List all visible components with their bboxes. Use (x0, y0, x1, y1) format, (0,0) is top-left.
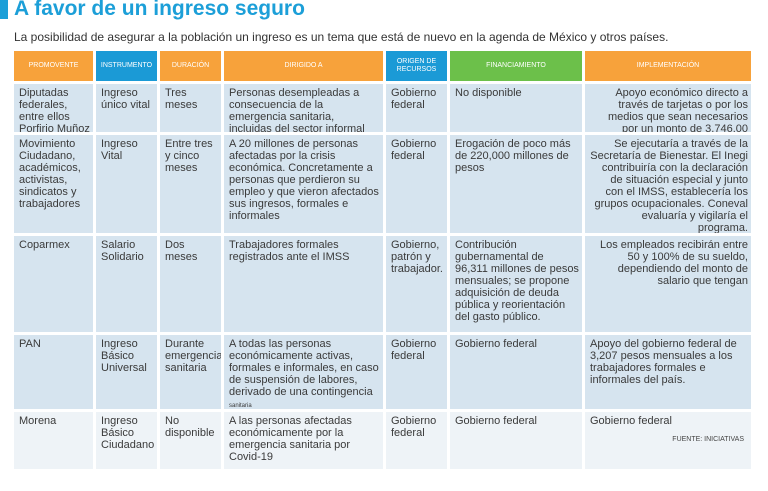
cell-origen: Gobierno federal (386, 84, 447, 132)
cell-promovente: Morena (14, 412, 93, 469)
header-origen: ORIGEN DE RECURSOS (386, 51, 447, 81)
cell-financiamiento: No disponible (450, 84, 582, 132)
cell-instrumento: Ingreso Básico Universal (96, 335, 157, 409)
header-dirigido: DIRIGIDO A (224, 51, 383, 81)
cell-promovente: Coparmex (14, 236, 93, 332)
header-promovente: PROMOVENTE (14, 51, 93, 81)
cell-promovente: Diputadas federales, entre ellos Porfiri… (14, 84, 93, 132)
cell-origen: Gobierno federal (386, 335, 447, 409)
cell-duracion: No disponible (160, 412, 221, 469)
cell-promovente: Movimiento Ciudadano, académicos, activi… (14, 135, 93, 233)
cell-instrumento: Ingreso Básico Ciudadano (96, 412, 157, 469)
header-implementacion: IMPLEMENTACIÓN (585, 51, 751, 81)
cell-instrumento: Ingreso único vital (96, 84, 157, 132)
cell-duracion: Tres meses (160, 84, 221, 132)
cell-implementacion: Se ejecutaría a través de la Secretaría … (585, 135, 751, 233)
cell-dirigido-small: sanitaria (229, 403, 252, 409)
cell-duracion: Durante emergencia sanitaria (160, 335, 221, 409)
cell-financiamiento: Contribución gubernamental de 96,311 mil… (450, 236, 582, 332)
cell-financiamiento: Gobierno federal (450, 412, 582, 469)
cell-dirigido: A 20 millones de personas afectadas por … (224, 135, 383, 233)
cell-dirigido: A las personas afectadas económicamente … (224, 412, 383, 469)
cell-dirigido: Trabajadores formales registrados ante e… (224, 236, 383, 332)
source-note: FUENTE: INICIATIVAS (672, 436, 744, 443)
header-financiamiento: FINANCIAMIENTO (450, 51, 582, 81)
header-duracion: DURACIÓN (160, 51, 221, 81)
cell-duracion: Dos meses (160, 236, 221, 332)
cell-financiamiento: Gobierno federal (450, 335, 582, 409)
cell-dirigido: Personas desempleadas a consecuencia de … (224, 84, 383, 132)
cell-implementacion: Gobierno federal (585, 412, 751, 469)
cell-implementacion: Los empleados recibirán entre 50 y 100% … (585, 236, 751, 332)
cell-origen: Gobierno, patrón y trabajador. (386, 236, 447, 332)
cell-origen: Gobierno federal (386, 412, 447, 469)
cell-dirigido: A todas las personas económicamente acti… (224, 335, 383, 409)
cell-financiamiento: Erogación de poco más de 220,000 millone… (450, 135, 582, 233)
cell-implementacion: Apoyo económico directo a través de tarj… (585, 84, 751, 132)
cell-implementacion: Apoyo del gobierno federal de 3,207 peso… (585, 335, 751, 409)
header-instrumento: INSTRUMENTO (96, 51, 157, 81)
page-title: A favor de un ingreso seguro (14, 0, 305, 20)
cell-instrumento: Ingreso Vital (96, 135, 157, 233)
cell-instrumento: Salario Solidario (96, 236, 157, 332)
cell-dirigido-text: A todas las personas económicamente acti… (229, 338, 379, 398)
page-subtitle: La posibilidad de asegurar a la població… (14, 30, 669, 44)
title-accent-bar (0, 0, 8, 19)
cell-duracion: Entre tres y cinco meses (160, 135, 221, 233)
comparison-table: PROMOVENTE INSTRUMENTO DURACIÓN DIRIGIDO… (14, 51, 755, 479)
cell-promovente: PAN (14, 335, 93, 409)
cell-origen: Gobierno federal (386, 135, 447, 233)
